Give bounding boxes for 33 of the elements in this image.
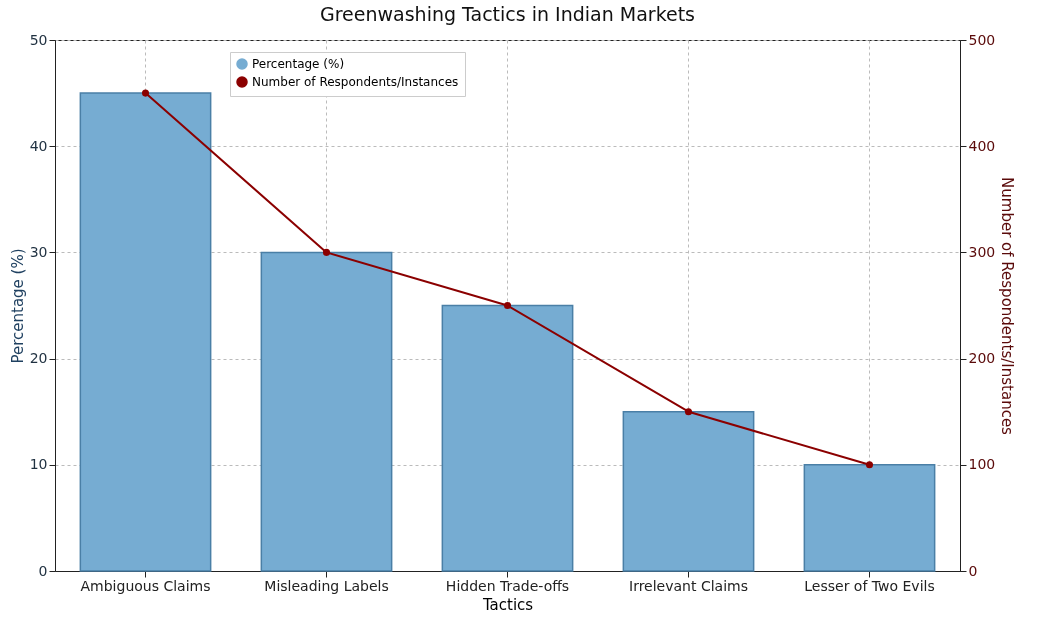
x-tick-label: Lesser of Two Evils [804, 577, 935, 594]
y-tick-label: 0 [38, 562, 48, 579]
bar [260, 251, 393, 572]
y-tick-label: 10 [29, 456, 48, 473]
bar [803, 464, 936, 572]
y2-tick-label: 0 [968, 562, 978, 579]
point [141, 89, 150, 97]
y2-tick-label: 500 [968, 31, 996, 48]
point [322, 248, 331, 256]
x-axis-title: Tactics [481, 595, 534, 614]
y2-tick-label: 400 [968, 137, 996, 154]
point [865, 461, 874, 469]
legend-label: Percentage (%) [252, 57, 345, 71]
y-axis-title: Percentage (%) [8, 248, 27, 364]
bar [441, 304, 574, 572]
point [684, 408, 693, 416]
y-tick-label: 40 [29, 137, 48, 154]
legend-label: Number of Respondents/Instances [252, 75, 459, 89]
bar [622, 410, 755, 572]
chart-title: Greenwashing Tactics in Indian Markets [319, 3, 696, 25]
y2-tick-label: 300 [968, 243, 996, 260]
y-tick-label: 50 [29, 31, 48, 48]
x-tick-label: Hidden Trade-offs [445, 577, 570, 594]
x-tick-label: Misleading Labels [264, 577, 389, 594]
y2-axis-title: Number of Respondents/Instances [998, 177, 1017, 436]
y2-tick-label: 200 [968, 350, 996, 367]
y-tick-label: 20 [29, 350, 48, 367]
x-tick-label: Ambiguous Claims [80, 577, 211, 594]
y-tick-label: 30 [29, 243, 48, 260]
bar [79, 92, 212, 572]
x-tick-label: Irrelevant Claims [629, 577, 748, 594]
point [503, 301, 512, 310]
y2-tick-label: 100 [968, 456, 996, 473]
